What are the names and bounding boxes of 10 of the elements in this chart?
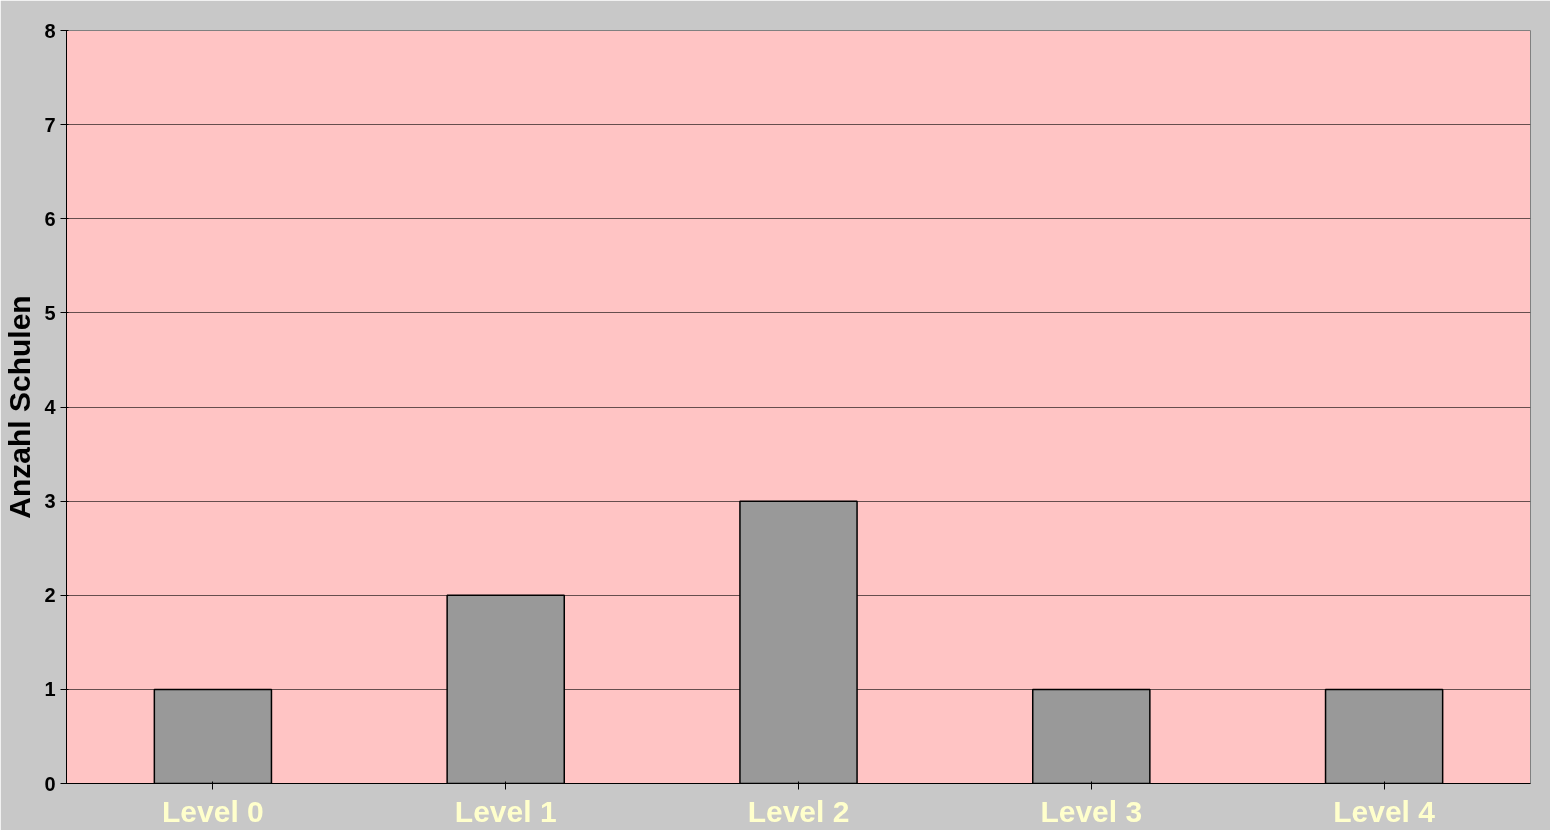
y-tick-label: 5 [44,301,56,324]
y-tick-label: 1 [44,678,56,701]
y-tick-label: 8 [44,19,56,42]
y-tick-label: 4 [44,396,57,418]
y-tick-label: 0 [44,772,56,795]
y-tick-label: 6 [44,207,56,230]
y-tick-label: 7 [44,113,56,136]
y-axis-title: Anzahl Schulen [3,295,37,519]
y-tick-label: 2 [44,584,56,607]
y-tick-label: 3 [44,490,56,513]
